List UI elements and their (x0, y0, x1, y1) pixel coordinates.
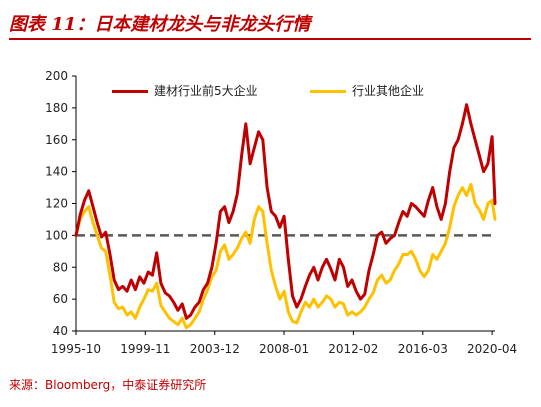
x-tick-label: 2008-01 (259, 342, 309, 356)
series-line-1 (74, 103, 497, 320)
y-tick-label: 200 (45, 69, 68, 83)
x-tick-label: 1999-11 (120, 342, 170, 356)
x-tick-label: 1995-10 (51, 342, 101, 356)
y-tick-label: 120 (45, 197, 68, 211)
x-tick-label: 2003-12 (190, 342, 240, 356)
chart-axes (72, 75, 495, 335)
x-tick-label: 2016-03 (398, 342, 448, 356)
series-line-2 (74, 182, 497, 330)
y-tick-label: 60 (53, 292, 68, 306)
y-tick-label: 180 (45, 101, 68, 115)
source-note: 来源：Bloomberg，中泰证券研究所 (9, 378, 207, 392)
x-tick-label: 2012-02 (328, 342, 378, 356)
figure-title: 图表 11：日本建材龙头与非龙头行情 (9, 14, 311, 35)
y-tick-label: 40 (53, 324, 68, 338)
y-tick-label: 140 (45, 165, 68, 179)
legend-item-series-2: 行业其他企业 (310, 82, 424, 99)
legend-label-series-2: 行业其他企业 (352, 84, 425, 98)
y-tick-label: 80 (53, 260, 68, 274)
tick-labels: 40 60 80 100 120 140 160 180 200 1995-10 1999-11 20… (45, 69, 517, 356)
legend-swatch-series-2 (310, 90, 346, 93)
series-group (74, 103, 497, 330)
legend-label-series-1: 建材行业前5大企业 (154, 84, 258, 98)
y-tick-label: 160 (45, 133, 68, 147)
y-tick-label: 100 (45, 228, 68, 242)
legend-swatch-series-1 (112, 90, 148, 93)
figure-title-bar: 图表 11：日本建材龙头与非龙头行情 (9, 6, 531, 42)
x-tick-label: 2020-04 (467, 342, 517, 356)
title-divider (9, 38, 531, 40)
legend-item-series-1: 建材行业前5大企业 (112, 82, 258, 99)
